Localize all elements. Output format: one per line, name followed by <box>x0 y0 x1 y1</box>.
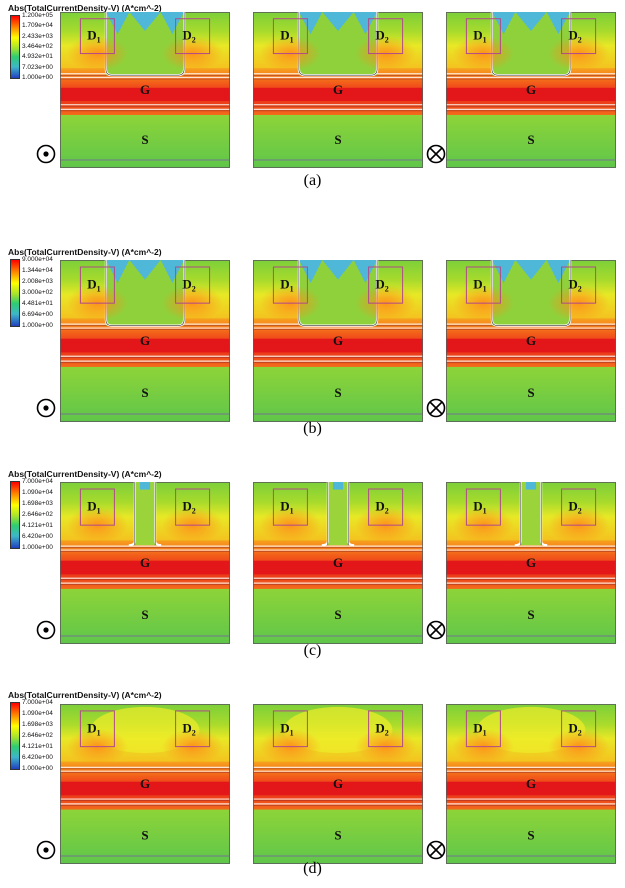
legend-tick-label: 1.000e+00 <box>22 765 53 772</box>
figure-caption: (b) <box>303 420 322 437</box>
gate-label: G <box>333 555 343 570</box>
gate-label: G <box>333 776 343 791</box>
legend-tick-label: 2.646e+02 <box>22 511 53 518</box>
legend-tick-label: 1.000e+00 <box>22 322 53 329</box>
gate-label: G <box>526 776 536 791</box>
current-density-panel: D1 D2 G S <box>446 12 616 168</box>
current-density-panel: D1 D2 G S <box>446 260 616 422</box>
legend-tick-label: 3.000e+02 <box>22 289 53 296</box>
legend-tick-label: 1.000e+00 <box>22 74 53 81</box>
legend-tick-label: 2.433e+03 <box>22 32 53 40</box>
legend-tick-label: 6.694e+00 <box>22 311 53 318</box>
current-density-panel: D1 D2 G S <box>60 704 230 864</box>
legend-tick-label: 9.000e+04 <box>22 256 53 263</box>
legend-tick-label: 7.000e+04 <box>22 478 53 485</box>
legend-tick-label: 6.420e+00 <box>22 533 53 540</box>
gate-label: G <box>333 333 343 348</box>
figure-caption: (d) <box>303 860 322 877</box>
legend-tick-label: 7.000e+04 <box>22 699 53 706</box>
current-density-panel: D1 D2 G S <box>253 260 423 422</box>
current-density-panel: D1 D2 G S <box>253 12 423 168</box>
source-label: S <box>527 607 534 622</box>
figure-row: Abs(TotalCurrentDensity-V) (A*cm^-2) 7.00… <box>0 466 625 671</box>
dot-in-circle-icon <box>36 144 56 169</box>
source-label: S <box>334 385 341 400</box>
cross-in-circle-icon <box>426 398 446 423</box>
source-label: S <box>141 828 148 843</box>
current-density-panel: D1 D2 G S <box>60 12 230 168</box>
legend-title: Abs(TotalCurrentDensity-V) (A*cm^-2) <box>8 469 162 479</box>
current-density-panel: D1 D2 G S <box>446 704 616 864</box>
colorbar <box>10 481 20 549</box>
dot-in-circle-icon <box>36 840 56 865</box>
gate-label: G <box>140 776 150 791</box>
source-label: S <box>334 132 341 147</box>
figure-row: Abs(TotalCurrentDensity-V) (A*cm^-2) 1.20… <box>0 0 625 198</box>
legend-tick-label: 1.000e+00 <box>22 544 53 551</box>
gate-label: G <box>333 82 343 97</box>
legend-title: Abs(TotalCurrentDensity-V) (A*cm^-2) <box>8 247 162 257</box>
dot-in-circle-icon <box>36 620 56 645</box>
current-density-panel: D1 D2 G S <box>60 260 230 422</box>
cross-in-circle-icon <box>426 840 446 865</box>
cross-in-circle-icon <box>426 144 446 169</box>
source-label: S <box>141 385 148 400</box>
source-label: S <box>141 132 148 147</box>
cross-in-circle-icon <box>426 620 446 645</box>
colorbar <box>10 15 20 79</box>
source-label: S <box>527 828 534 843</box>
legend-title: Abs(TotalCurrentDensity-V) (A*cm^-2) <box>8 690 162 700</box>
source-label: S <box>527 132 534 147</box>
legend-tick-label: 7.023e+00 <box>22 63 53 71</box>
legend-tick-label: 1.709e+04 <box>22 22 53 30</box>
figure-caption: (a) <box>303 172 322 189</box>
source-label: S <box>527 385 534 400</box>
legend-tick-label: 1.200e+05 <box>22 12 53 19</box>
legend-tick-label: 4.932e+01 <box>22 53 53 61</box>
legend-tick-label: 3.464e+02 <box>22 43 53 50</box>
legend-tick-label: 1.090e+04 <box>22 710 53 717</box>
gate-label: G <box>140 82 150 97</box>
figure-row: Abs(TotalCurrentDensity-V) (A*cm^-2) 9.00… <box>0 244 625 449</box>
source-label: S <box>141 607 148 622</box>
current-density-panel: D1 D2 G S <box>253 704 423 864</box>
legend-title: Abs(TotalCurrentDensity-V) (A*cm^-2) <box>8 3 162 13</box>
legend-tick-label: 1.698e+03 <box>22 721 53 728</box>
legend-tick-label: 4.121e+01 <box>22 743 53 750</box>
gate-label: G <box>526 333 536 348</box>
gate-label: G <box>526 82 536 97</box>
legend-tick-label: 6.420e+00 <box>22 754 53 761</box>
legend-tick-label: 1.090e+04 <box>22 489 53 496</box>
gate-label: G <box>140 333 150 348</box>
legend-tick-label: 2.646e+02 <box>22 732 53 739</box>
figure-caption: (c) <box>303 642 322 659</box>
legend-tick-label: 1.698e+03 <box>22 500 53 507</box>
colorbar <box>10 702 20 770</box>
figure-row: Abs(TotalCurrentDensity-V) (A*cm^-2) 7.00… <box>0 688 625 888</box>
colorbar <box>10 259 20 327</box>
legend-tick-label: 1.344e+04 <box>22 267 53 274</box>
source-label: S <box>334 607 341 622</box>
current-density-panel: D1 D2 G S <box>446 482 616 644</box>
source-label: S <box>334 828 341 843</box>
current-density-panel: D1 D2 G S <box>60 482 230 644</box>
legend-tick-label: 2.008e+03 <box>22 278 53 285</box>
current-density-panel: D1 D2 G S <box>253 482 423 644</box>
gate-label: G <box>140 555 150 570</box>
dot-in-circle-icon <box>36 398 56 423</box>
legend-tick-label: 4.481e+01 <box>22 300 53 307</box>
gate-label: G <box>526 555 536 570</box>
legend-tick-label: 4.121e+01 <box>22 522 53 529</box>
